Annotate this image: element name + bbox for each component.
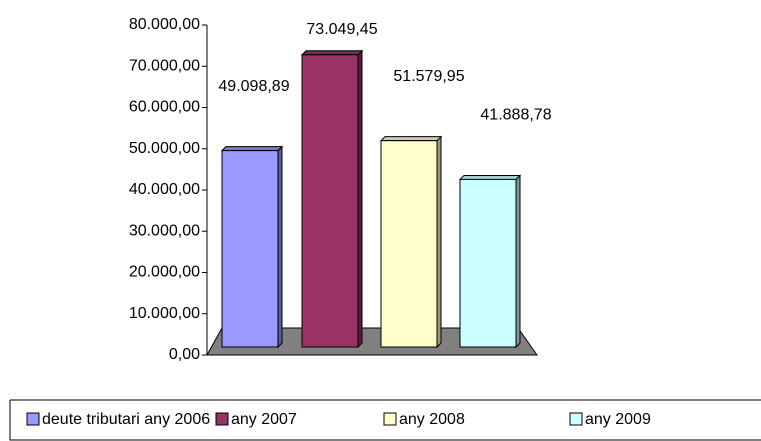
legend-label: any 2007 bbox=[231, 411, 297, 428]
bar bbox=[459, 178, 517, 348]
bar-top bbox=[458, 174, 522, 180]
data-label: 49.098,89 bbox=[218, 78, 289, 95]
bar-side bbox=[357, 49, 363, 349]
y-tick-label: 80.000,00 bbox=[129, 16, 200, 33]
bar-side bbox=[515, 174, 521, 349]
y-tick-label: 0,00 bbox=[169, 346, 200, 363]
legend-swatch bbox=[215, 412, 229, 426]
y-tick-label: 70.000,00 bbox=[129, 57, 200, 74]
y-tick-label: 10.000,00 bbox=[129, 305, 200, 322]
bar-side bbox=[277, 145, 283, 349]
legend-swatch bbox=[569, 412, 583, 426]
data-label: 73.049,45 bbox=[306, 21, 377, 38]
y-tick-label: 30.000,00 bbox=[129, 222, 200, 239]
legend-label: any 2009 bbox=[585, 411, 651, 428]
data-label: 51.579,95 bbox=[393, 68, 464, 85]
legend-label: any 2008 bbox=[399, 411, 465, 428]
y-tick-label: 20.000,00 bbox=[129, 264, 200, 281]
bar bbox=[301, 54, 359, 348]
bar-top bbox=[300, 50, 364, 56]
bar bbox=[221, 150, 279, 348]
legend-swatch bbox=[26, 412, 40, 426]
bar-side bbox=[436, 135, 442, 349]
legend-box bbox=[9, 399, 761, 441]
y-tick-label: 60.000,00 bbox=[129, 99, 200, 116]
bar bbox=[380, 140, 438, 348]
bar-top bbox=[379, 136, 443, 142]
y-tick-label: 50.000,00 bbox=[129, 140, 200, 157]
legend-swatch bbox=[383, 412, 397, 426]
bar-top bbox=[220, 146, 284, 152]
data-label: 41.888,78 bbox=[480, 107, 551, 124]
legend-label: deute tributari any 2006 bbox=[42, 411, 210, 428]
y-tick-label: 40.000,00 bbox=[129, 181, 200, 198]
